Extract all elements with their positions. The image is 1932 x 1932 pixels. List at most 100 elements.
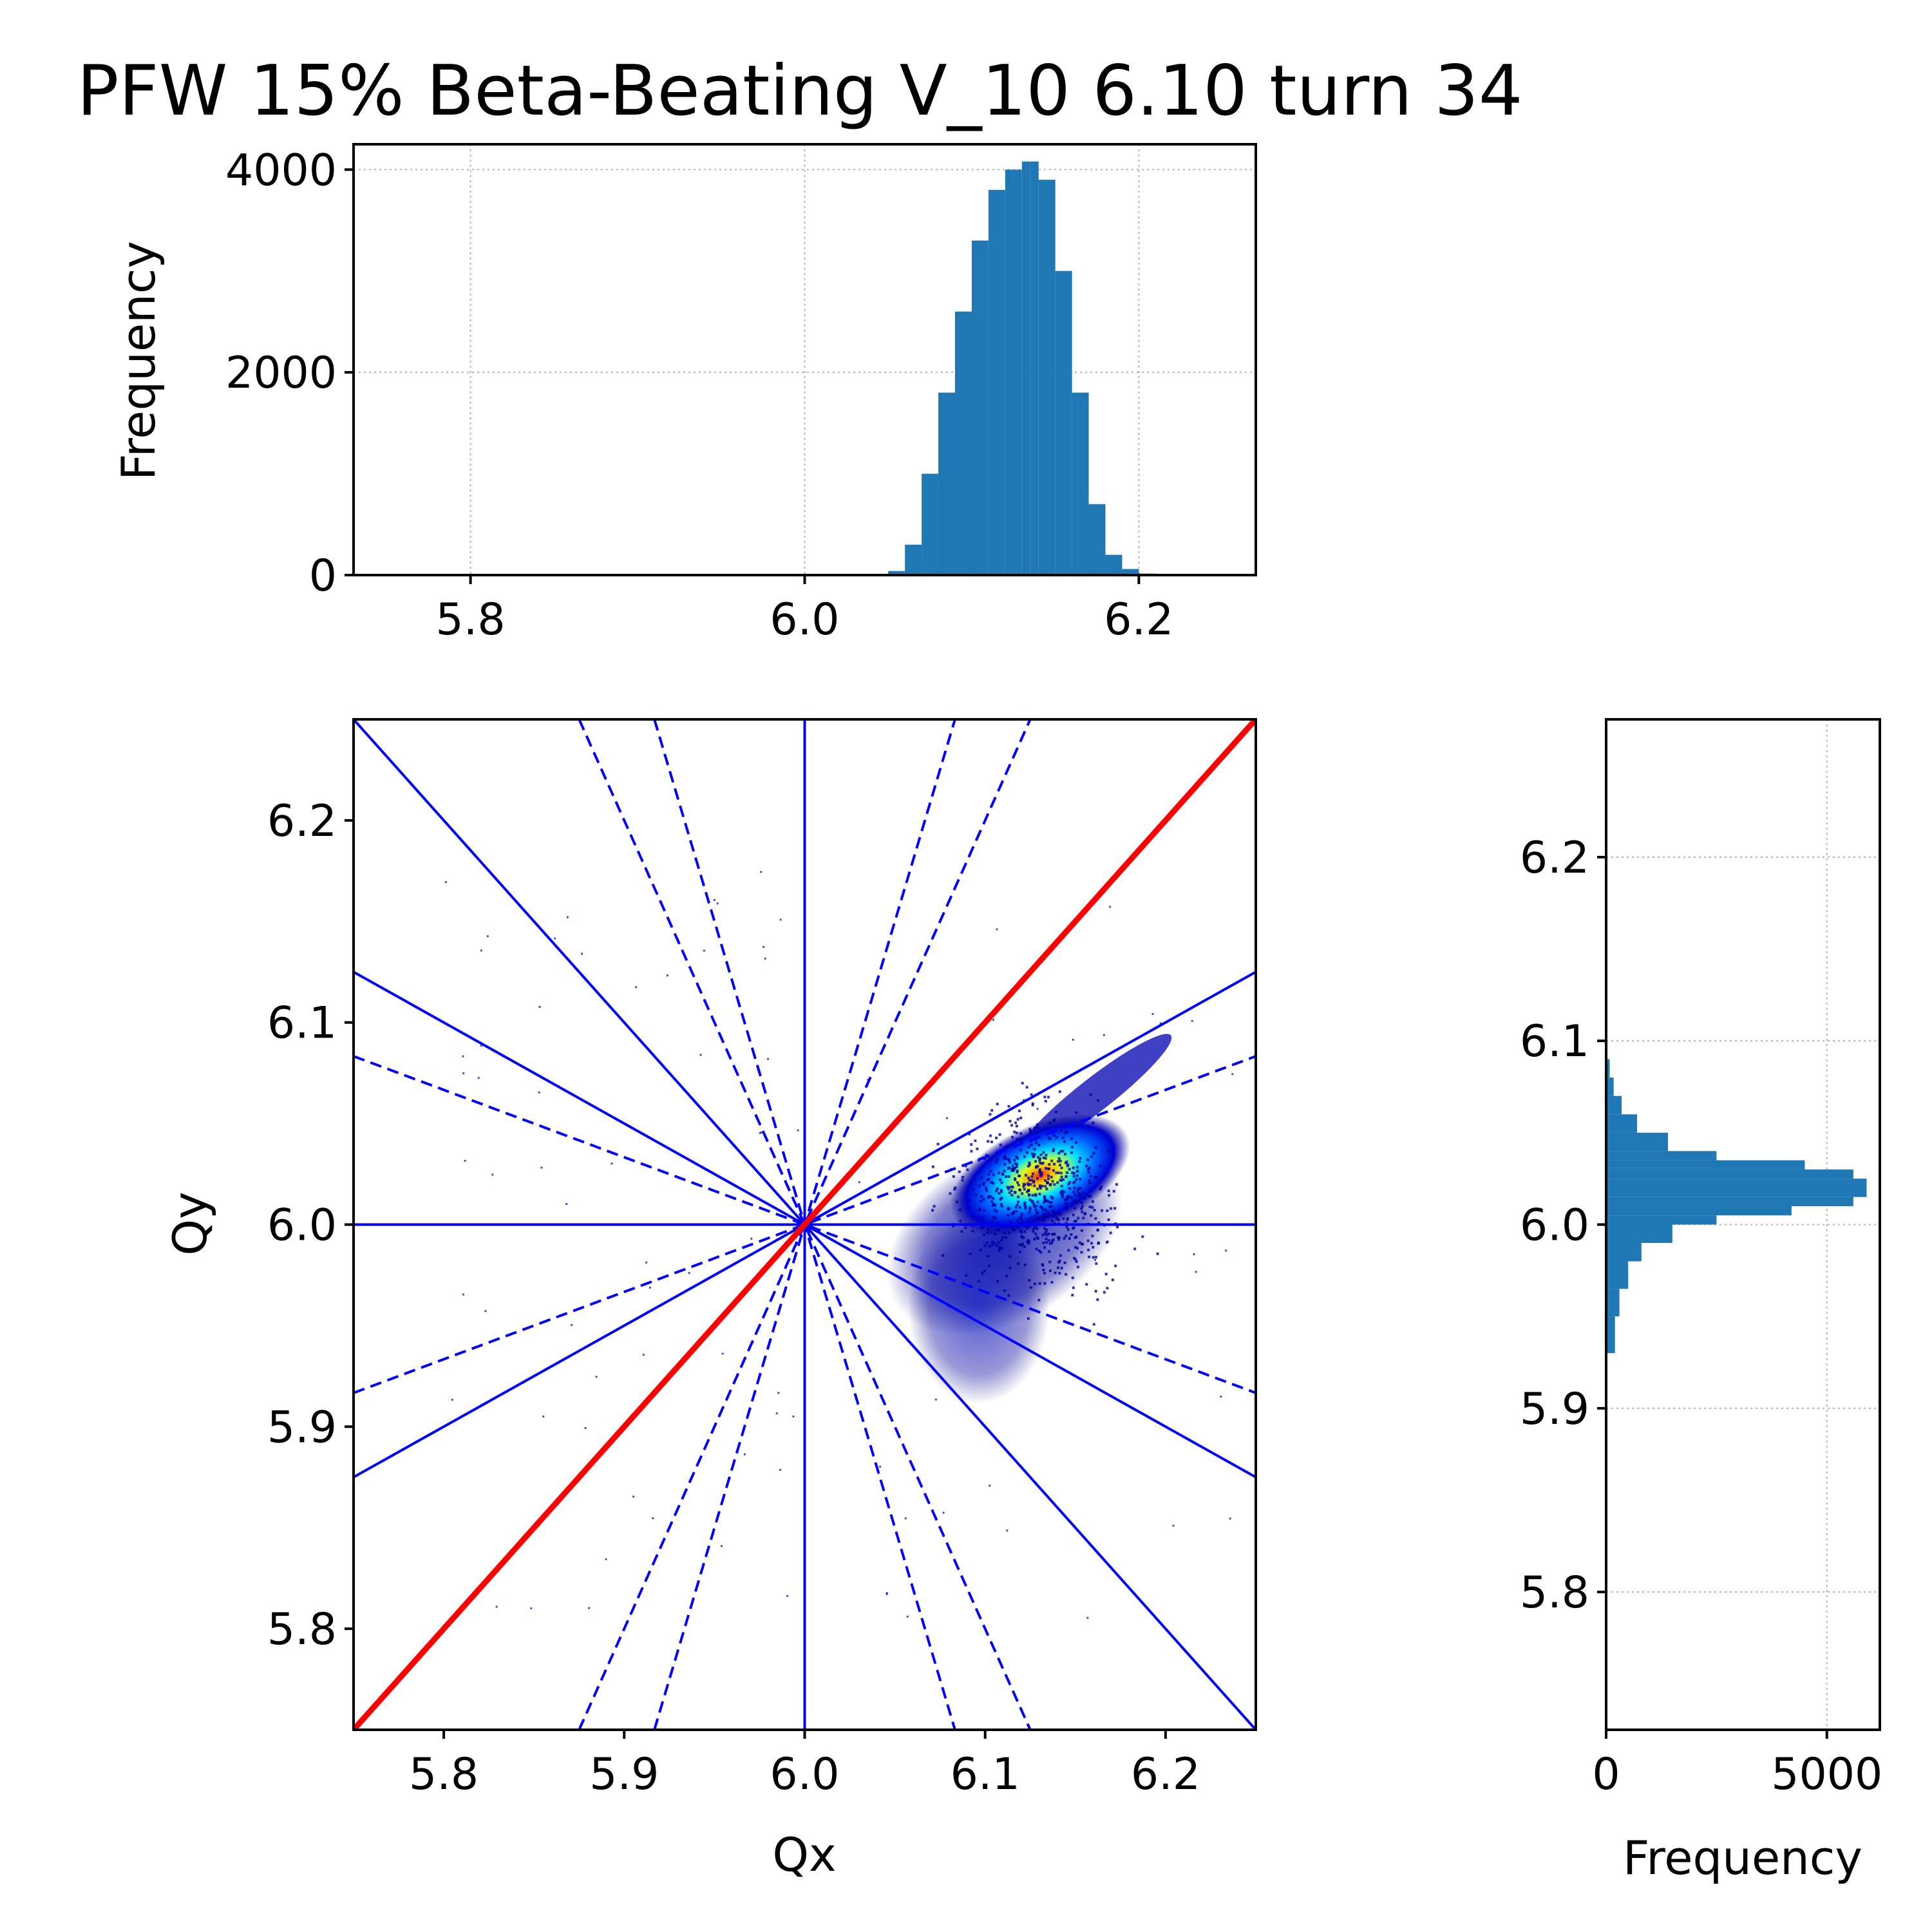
scatter-point — [1097, 1221, 1101, 1224]
scatter-point — [1000, 1247, 1003, 1250]
scatter-point — [1087, 1171, 1090, 1174]
scatter-point — [934, 1398, 937, 1401]
scatter-point — [1057, 1213, 1061, 1216]
scatter-point — [1034, 1160, 1037, 1163]
scatter-point — [1225, 1249, 1227, 1252]
scatter-point — [1074, 1193, 1077, 1197]
scatter-point — [1090, 1242, 1094, 1245]
scatter-point — [998, 1246, 1001, 1249]
scatter-point — [1027, 1177, 1030, 1180]
scatter-point — [1003, 1231, 1006, 1235]
scatter-point — [1061, 1189, 1064, 1193]
scatter-point — [953, 1188, 956, 1191]
scatter-point — [1065, 1198, 1068, 1201]
scatter-point — [1020, 1244, 1023, 1247]
scatter-point — [1028, 1163, 1031, 1166]
scatter-point — [797, 1129, 799, 1132]
scatter-point — [1057, 1261, 1060, 1264]
scatter-point — [1075, 1178, 1078, 1181]
scatter-point — [491, 1173, 494, 1176]
scatter-point — [1151, 1013, 1154, 1016]
scatter-point — [1107, 1189, 1110, 1193]
scatter-point — [1033, 1238, 1036, 1241]
scatter-point — [1036, 1236, 1039, 1239]
histogram-bar — [1606, 1261, 1629, 1289]
scatter-point — [1072, 1256, 1075, 1260]
scatter-point — [1018, 1217, 1021, 1220]
scatter-point — [964, 1226, 967, 1229]
scatter-point — [1060, 1184, 1063, 1188]
scatter-point — [762, 945, 765, 948]
scatter-point — [1029, 1286, 1032, 1289]
scatter-point — [1078, 1160, 1081, 1163]
scatter-point — [1025, 1173, 1028, 1177]
scatter-point — [1088, 1179, 1091, 1182]
scatter-point — [1036, 1165, 1039, 1168]
scatter-point — [1045, 1199, 1048, 1202]
scatter-point — [1023, 1230, 1027, 1233]
scatter-point — [1094, 1217, 1097, 1220]
scatter-point — [477, 1077, 480, 1079]
scatter-point — [1097, 1099, 1100, 1102]
scatter-point — [1045, 1241, 1048, 1244]
scatter-point — [1035, 1211, 1038, 1215]
scatter-point — [1052, 1119, 1055, 1122]
scatter-point — [1004, 1146, 1007, 1149]
scatter-point — [1094, 1146, 1097, 1149]
scatter-point — [1027, 1188, 1030, 1191]
scatter-point — [1091, 1235, 1094, 1238]
scatter-point — [1039, 1173, 1043, 1177]
scatter-point — [1073, 1207, 1076, 1210]
scatter-point — [979, 1249, 982, 1252]
scatter-point — [1012, 1224, 1016, 1227]
scatter-point — [1039, 1251, 1043, 1254]
scatter-point — [1020, 1141, 1023, 1144]
scatter-point — [779, 1468, 782, 1471]
scatter-point — [1081, 1210, 1084, 1213]
tune-diagram: 5.8 5.9 6.0 6.1 6.2 5.8 5.9 6.0 6.1 6.2 Qx Qy — [163, 718, 1257, 1882]
scatter-point — [1050, 1175, 1053, 1179]
scatter-point — [1068, 1238, 1070, 1240]
scatter-point — [879, 1466, 882, 1468]
scatter-point — [983, 1233, 986, 1236]
scatter-point — [999, 1189, 1003, 1192]
scatter-point — [1012, 1211, 1015, 1215]
scatter-point — [1003, 1170, 1006, 1173]
scatter-point — [994, 1217, 997, 1220]
scatter-point — [1041, 1206, 1044, 1209]
scatter-point — [978, 1184, 981, 1188]
scatter-point — [1043, 1227, 1046, 1230]
histogram-bar — [1030, 161, 1039, 575]
scatter-point — [1043, 1246, 1046, 1249]
scatter-point — [451, 1399, 453, 1401]
x-tick-label: 6.2 — [1131, 1749, 1200, 1800]
x-tick-label: 6.0 — [770, 594, 839, 645]
scatter-point — [1070, 1196, 1073, 1199]
scatter-point — [1065, 1235, 1068, 1238]
scatter-point — [1059, 1159, 1062, 1162]
scatter-point — [996, 1221, 999, 1224]
scatter-point — [1012, 1167, 1016, 1170]
scatter-point — [858, 1181, 860, 1184]
scatter-point — [1061, 1193, 1064, 1197]
scatter-point — [1042, 1241, 1045, 1244]
scatter-point — [1043, 1095, 1046, 1099]
scatter-point — [1015, 1155, 1018, 1159]
scatter-point — [1046, 1177, 1050, 1180]
scatter-point — [1028, 1198, 1032, 1202]
scatter-point — [721, 1352, 724, 1355]
scatter-point — [1100, 1186, 1103, 1189]
scatter-point — [1023, 1188, 1026, 1191]
scatter-point — [792, 1415, 795, 1417]
scatter-point — [1036, 1188, 1039, 1191]
scatter-point — [990, 1220, 994, 1224]
scatter-point — [1080, 1207, 1083, 1210]
scatter-point — [1036, 1108, 1039, 1110]
scatter-point — [699, 1054, 702, 1056]
y-tick-label: 6.0 — [1520, 1200, 1589, 1251]
scatter-point — [1032, 1230, 1035, 1233]
scatter-point — [1021, 1221, 1025, 1224]
scatter-point — [1016, 1138, 1019, 1141]
scatter-point — [571, 1323, 573, 1326]
scatter-point — [1030, 1175, 1034, 1179]
